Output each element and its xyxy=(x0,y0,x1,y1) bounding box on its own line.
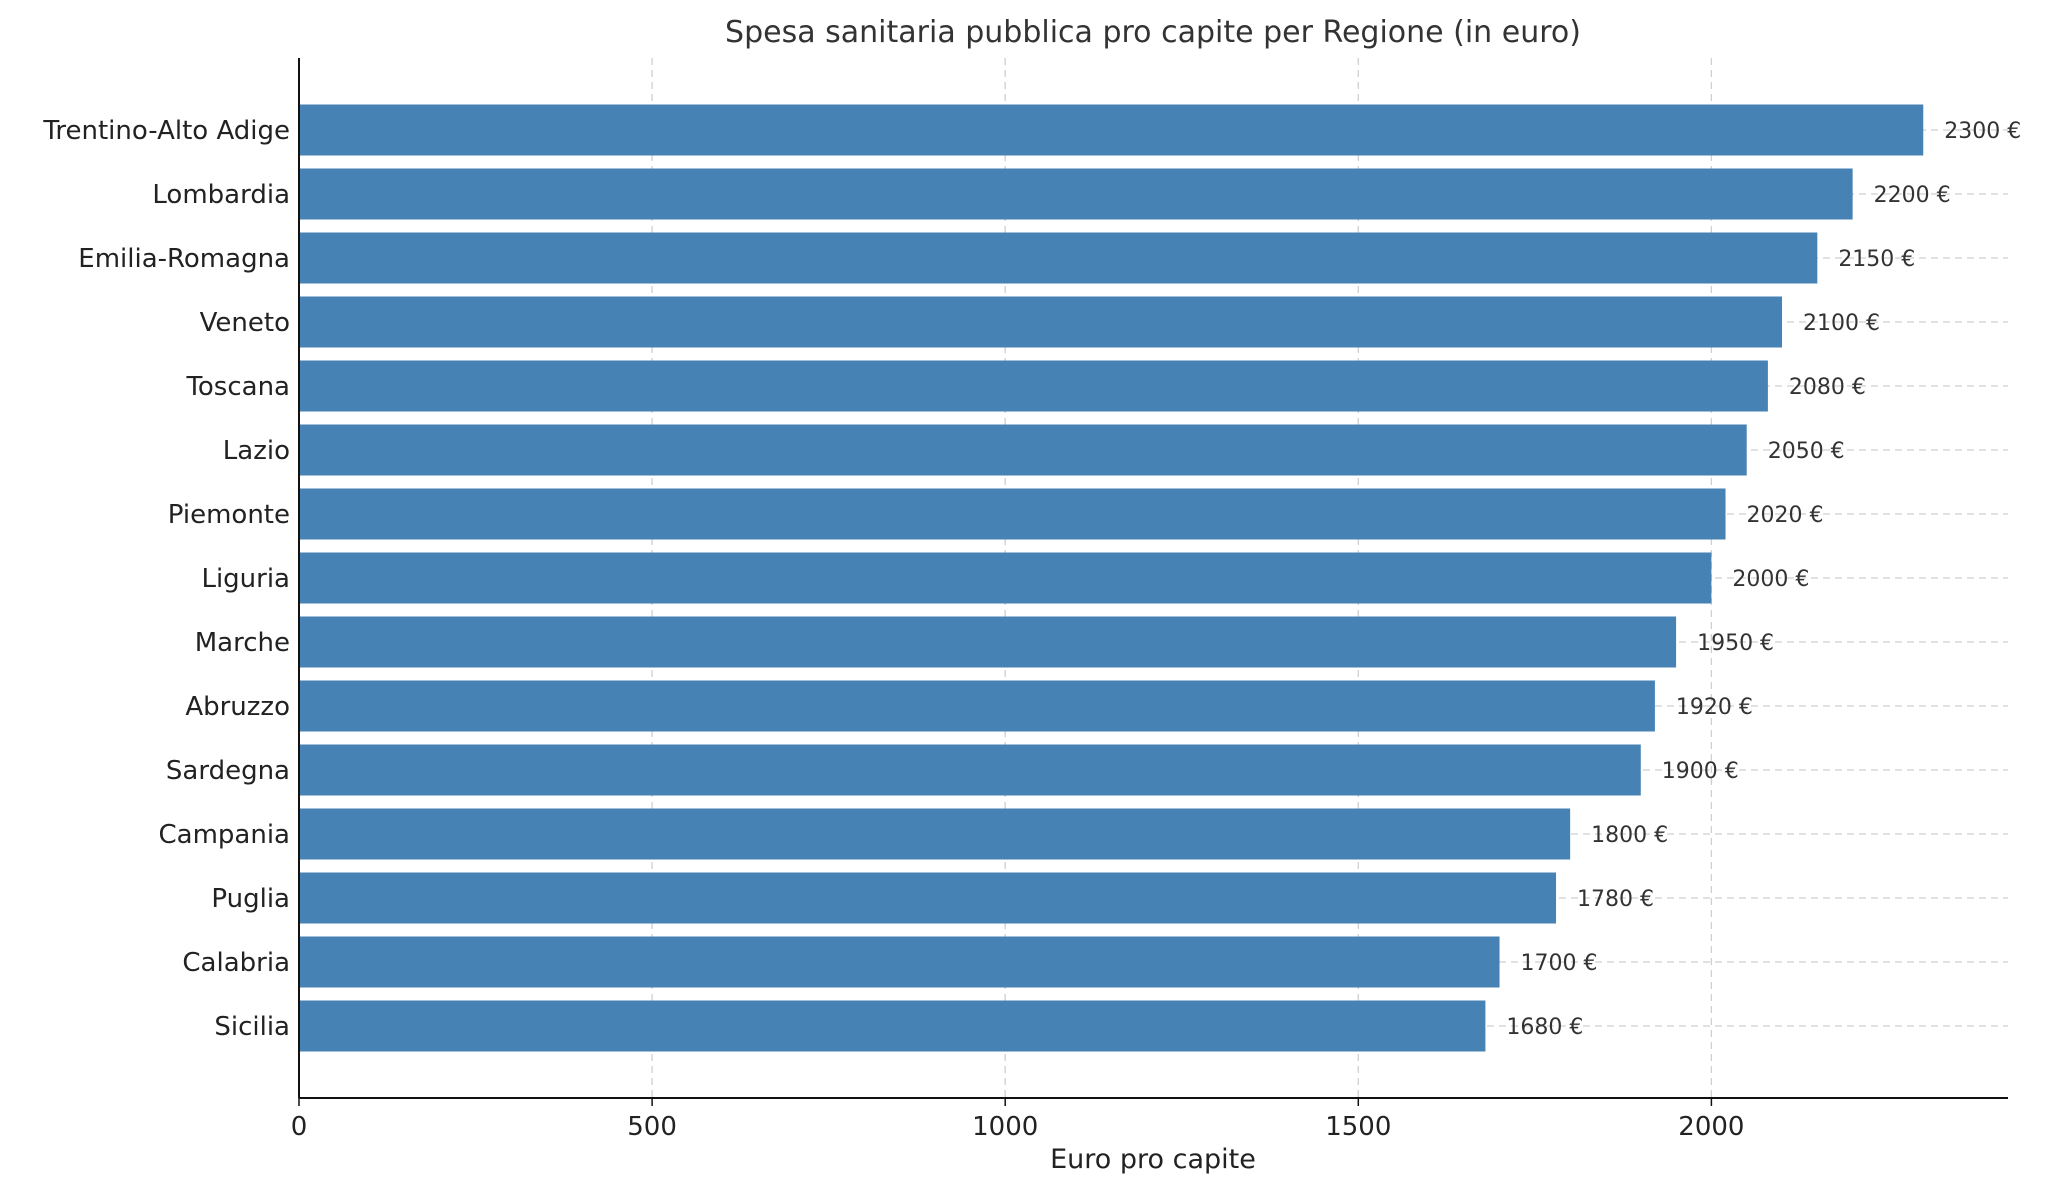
bar xyxy=(299,488,1726,540)
y-tick-labels: Trentino-Alto Adige Lombardia Emilia-Romag… xyxy=(42,116,290,1042)
bar-value-label: 2150 € xyxy=(1838,247,1915,272)
bar xyxy=(299,808,1571,860)
y-tick-label: Veneto xyxy=(200,308,290,338)
bar-value-label: 1680 € xyxy=(1506,1015,1583,1040)
bar-value-label: 2300 € xyxy=(1944,119,2021,144)
bar-value-label: 1780 € xyxy=(1577,887,1654,912)
y-tick-label: Sardegna xyxy=(166,756,290,786)
y-tick-label: Emilia-Romagna xyxy=(78,244,290,274)
bar xyxy=(299,744,1641,796)
bar xyxy=(299,936,1500,988)
bar xyxy=(299,424,1747,476)
bar-value-label: 1900 € xyxy=(1662,759,1739,784)
x-tick-label: 2000 xyxy=(1678,1112,1744,1142)
y-tick-label: Sicilia xyxy=(214,1012,290,1042)
bar xyxy=(299,616,1677,668)
bar-value-label: 2080 € xyxy=(1789,375,1866,400)
bar xyxy=(299,680,1655,732)
bar-value-label: 1920 € xyxy=(1676,695,1753,720)
bar xyxy=(299,552,1712,604)
x-tick-label: 1500 xyxy=(1325,1112,1391,1142)
bar xyxy=(299,296,1783,348)
bar-value-label: 2050 € xyxy=(1768,439,1845,464)
bars xyxy=(299,104,1924,1052)
y-tick-label: Lombardia xyxy=(152,180,290,210)
y-tick-label: Toscana xyxy=(185,372,290,402)
y-tick-label: Liguria xyxy=(201,564,290,594)
x-axis-label: Euro pro capite xyxy=(1050,1144,1256,1175)
chart-title: Spesa sanitaria pubblica pro capite per … xyxy=(725,15,1581,50)
bar xyxy=(299,104,1924,156)
y-tick-label: Calabria xyxy=(182,948,290,978)
y-tick-label: Campania xyxy=(159,820,291,850)
bar-value-label: 1700 € xyxy=(1521,951,1598,976)
bar-value-label: 2100 € xyxy=(1803,311,1880,336)
x-tick-labels: 0 500 1000 1500 2000 xyxy=(291,1098,1744,1142)
x-tick-label: 0 xyxy=(291,1112,308,1142)
bar-value-label: 2000 € xyxy=(1732,567,1809,592)
data-labels: 2300 € 2200 € 2150 € 2100 € 2080 € 2050 € 2020… xyxy=(1506,119,2021,1040)
y-tick-label: Marche xyxy=(195,628,290,658)
bar-value-label: 2020 € xyxy=(1747,503,1824,528)
bar-value-label: 1800 € xyxy=(1591,823,1668,848)
bar xyxy=(299,1000,1486,1052)
y-tick-label: Lazio xyxy=(223,436,290,466)
bar xyxy=(299,232,1818,284)
y-tick-label: Puglia xyxy=(211,884,290,914)
bar xyxy=(299,872,1557,924)
x-tick-label: 1000 xyxy=(972,1112,1038,1142)
bar-value-label: 2200 € xyxy=(1874,183,1951,208)
y-tick-label: Trentino-Alto Adige xyxy=(42,116,290,146)
bar-value-label: 1950 € xyxy=(1697,631,1774,656)
bar xyxy=(299,360,1768,412)
x-tick-label: 500 xyxy=(627,1112,677,1142)
y-tick-label: Abruzzo xyxy=(185,692,290,722)
bar xyxy=(299,168,1853,220)
y-tick-label: Piemonte xyxy=(168,500,290,530)
